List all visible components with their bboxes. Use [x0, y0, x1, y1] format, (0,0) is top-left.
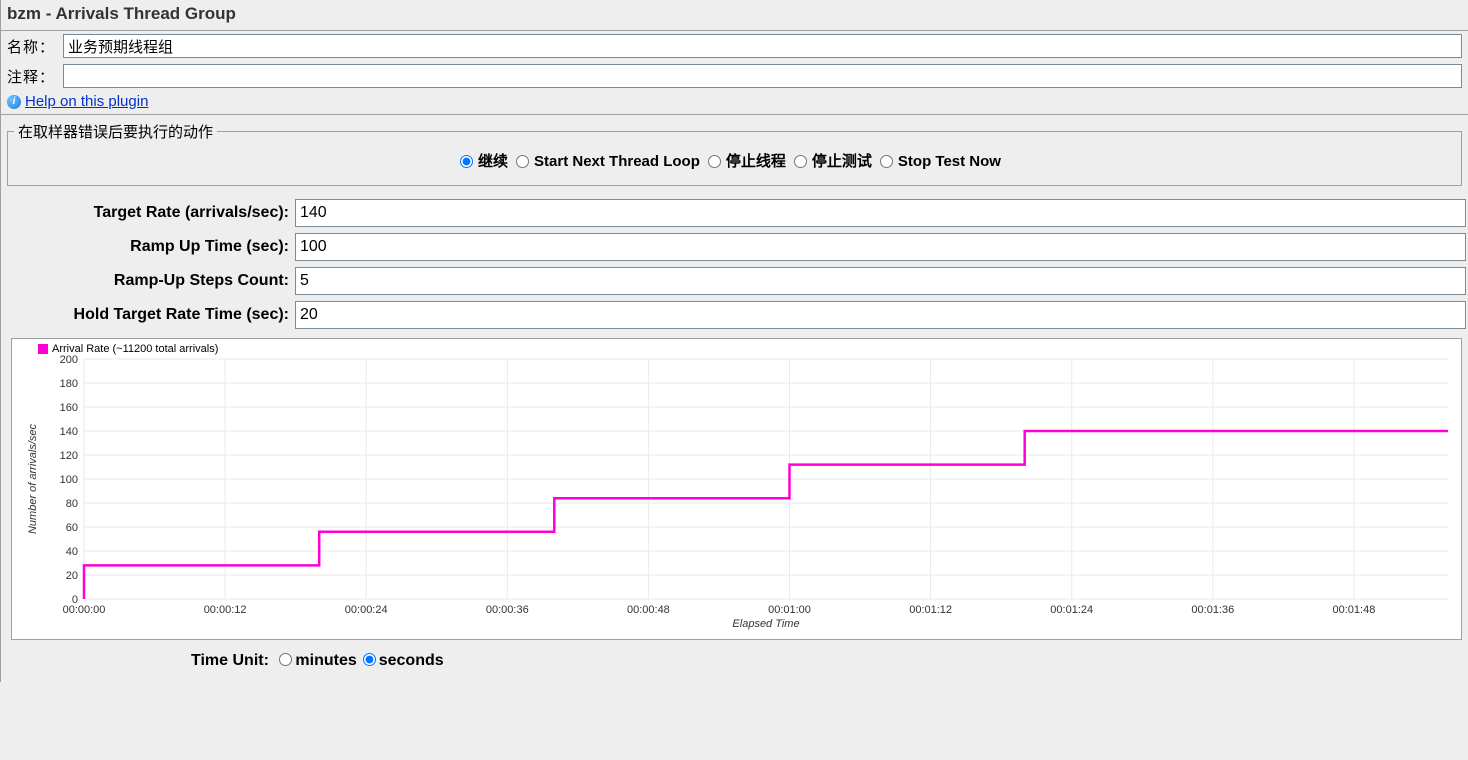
on-error-label-next_loop[interactable]: Start Next Thread Loop: [534, 153, 700, 170]
params-section: Target Rate (arrivals/sec): Ramp Up Time…: [1, 196, 1468, 332]
comment-row: 注释：: [1, 61, 1468, 91]
on-error-legend: 在取样器错误后要执行的动作: [14, 121, 217, 142]
chart-legend: Arrival Rate (~11200 total arrivals): [38, 343, 218, 355]
on-error-radio-row: 继续 Start Next Thread Loop 停止线程 停止测试 Stop Tes…: [14, 150, 1455, 171]
svg-text:00:00:48: 00:00:48: [627, 604, 670, 616]
help-row: i Help on this plugin: [1, 91, 1468, 115]
svg-text:00:01:36: 00:01:36: [1191, 604, 1234, 616]
name-row: 名称：: [1, 31, 1468, 61]
ramp-up-steps-label: Ramp-Up Steps Count:: [1, 272, 295, 290]
svg-text:Number of arrivals/sec: Number of arrivals/sec: [27, 423, 39, 534]
svg-text:Elapsed Time: Elapsed Time: [732, 618, 799, 630]
on-error-label-stop_thread[interactable]: 停止线程: [726, 153, 786, 170]
ramp-up-steps-input[interactable]: [295, 267, 1466, 295]
on-error-radio-continue[interactable]: [460, 155, 473, 168]
svg-text:120: 120: [60, 450, 78, 462]
legend-text: Arrival Rate (~11200 total arrivals): [52, 343, 218, 355]
svg-text:80: 80: [66, 498, 78, 510]
hold-time-label: Hold Target Rate Time (sec):: [1, 306, 295, 324]
svg-text:00:00:24: 00:00:24: [345, 604, 388, 616]
time-unit-row: Time Unit: minutes seconds: [1, 646, 1468, 670]
svg-text:00:01:12: 00:01:12: [909, 604, 952, 616]
arrivals-thread-group-panel: bzm - Arrivals Thread Group 名称： 注释： i He…: [0, 0, 1468, 682]
chart-svg: 02040608010012014016018020000:00:0000:00…: [12, 339, 1458, 635]
svg-text:00:00:12: 00:00:12: [204, 604, 247, 616]
svg-text:140: 140: [60, 426, 78, 438]
ramp-up-steps-row: Ramp-Up Steps Count:: [1, 264, 1468, 298]
ramp-up-time-label: Ramp Up Time (sec):: [1, 238, 295, 256]
on-error-radio-next_loop[interactable]: [516, 155, 529, 168]
on-error-radio-stop_test[interactable]: [794, 155, 807, 168]
time-unit-radio-seconds[interactable]: [363, 653, 376, 666]
comment-label: 注释：: [7, 66, 63, 87]
svg-text:40: 40: [66, 546, 78, 558]
comment-input[interactable]: [63, 64, 1462, 88]
svg-text:00:01:24: 00:01:24: [1050, 604, 1093, 616]
panel-title: bzm - Arrivals Thread Group: [1, 0, 1468, 31]
on-error-label-continue[interactable]: 继续: [478, 153, 508, 170]
svg-text:00:01:48: 00:01:48: [1333, 604, 1376, 616]
time-unit-label: Time Unit:: [191, 652, 269, 669]
svg-text:200: 200: [60, 354, 78, 366]
on-error-radio-stop_thread[interactable]: [708, 155, 721, 168]
target-rate-input[interactable]: [295, 199, 1466, 227]
on-error-label-stop_test[interactable]: 停止测试: [812, 153, 872, 170]
svg-text:180: 180: [60, 378, 78, 390]
legend-swatch: [38, 344, 48, 354]
svg-text:00:01:00: 00:01:00: [768, 604, 811, 616]
target-rate-row: Target Rate (arrivals/sec):: [1, 196, 1468, 230]
svg-text:00:00:36: 00:00:36: [486, 604, 529, 616]
arrival-rate-chart: Arrival Rate (~11200 total arrivals) 020…: [11, 338, 1462, 640]
time-unit-radio-minutes[interactable]: [279, 653, 292, 666]
hold-time-row: Hold Target Rate Time (sec):: [1, 298, 1468, 332]
time-unit-label-minutes[interactable]: minutes: [295, 652, 356, 669]
svg-text:00:00:00: 00:00:00: [63, 604, 106, 616]
svg-text:160: 160: [60, 402, 78, 414]
svg-text:20: 20: [66, 570, 78, 582]
help-link[interactable]: Help on this plugin: [25, 93, 148, 110]
svg-text:60: 60: [66, 522, 78, 534]
target-rate-label: Target Rate (arrivals/sec):: [1, 204, 295, 222]
on-error-radio-stop_now[interactable]: [880, 155, 893, 168]
svg-text:100: 100: [60, 474, 78, 486]
ramp-up-time-input[interactable]: [295, 233, 1466, 261]
on-error-label-stop_now[interactable]: Stop Test Now: [898, 153, 1001, 170]
name-label: 名称：: [7, 36, 63, 57]
on-error-fieldset: 在取样器错误后要执行的动作 继续 Start Next Thread Loop 停止…: [7, 121, 1462, 186]
time-unit-label-seconds[interactable]: seconds: [379, 652, 444, 669]
name-input[interactable]: [63, 34, 1462, 58]
info-icon: i: [7, 95, 21, 109]
hold-time-input[interactable]: [295, 301, 1466, 329]
ramp-up-time-row: Ramp Up Time (sec):: [1, 230, 1468, 264]
